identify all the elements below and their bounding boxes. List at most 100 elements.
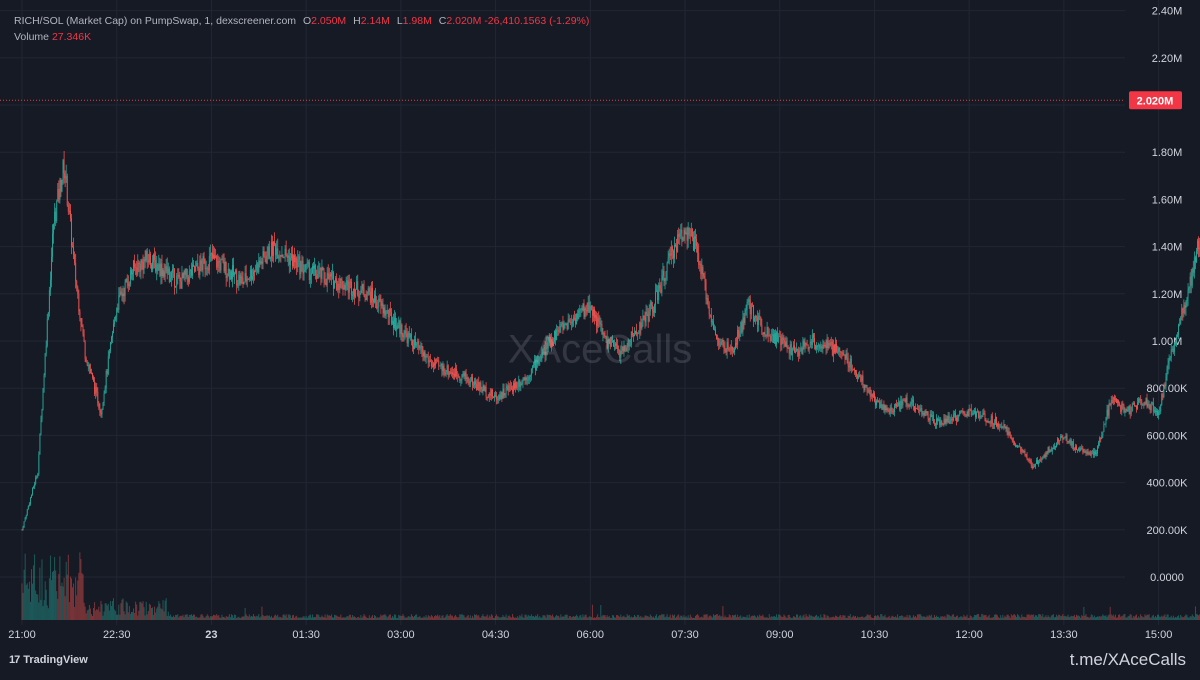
- volume-bar: [1009, 617, 1011, 620]
- candle-body: [425, 356, 427, 358]
- candle-body: [654, 304, 655, 313]
- volume-bar: [1065, 616, 1067, 620]
- volume-bar: [1116, 617, 1117, 620]
- candle-body: [837, 351, 839, 353]
- candle-body: [890, 407, 892, 412]
- candle-body: [118, 295, 120, 310]
- y-tick-label: 1.60M: [1152, 194, 1183, 206]
- candle-body: [842, 352, 844, 356]
- volume-bar: [85, 613, 87, 620]
- legend-volume-label[interactable]: Volume: [14, 31, 50, 43]
- candle-body: [51, 256, 52, 280]
- volume-bar: [1150, 617, 1152, 620]
- volume-bar: [867, 614, 869, 620]
- candle-body: [216, 255, 218, 268]
- candle-body: [704, 277, 706, 283]
- candle-body: [195, 266, 197, 272]
- y-axis: 0.0000200.00K400.00K600.00K800.00K1.00M1…: [1147, 6, 1189, 584]
- candle-body: [778, 336, 780, 342]
- volume-bar: [703, 614, 705, 620]
- volume-bar: [567, 617, 569, 620]
- volume-bar: [647, 616, 649, 620]
- volume-bar: [1104, 615, 1106, 620]
- volume-bar: [1188, 617, 1190, 620]
- candle-body: [237, 284, 239, 286]
- y-tick-label: 200.00K: [1147, 525, 1189, 537]
- volume-bar: [535, 615, 537, 620]
- candle-body: [477, 381, 479, 390]
- candle-body: [513, 383, 514, 392]
- volume-bar: [312, 614, 313, 620]
- volume-bar: [386, 617, 388, 620]
- volume-bar: [54, 557, 56, 620]
- volume-bar: [488, 615, 490, 620]
- volume-bar: [303, 616, 305, 620]
- legend-symbol[interactable]: RICH/SOL (Market Cap) on PumpSwap, 1, de…: [14, 15, 297, 27]
- candle-body: [544, 346, 546, 356]
- volume-bar: [688, 617, 690, 620]
- volume-bar: [675, 617, 676, 620]
- volume-bar: [389, 614, 391, 620]
- candle-body: [120, 291, 122, 294]
- candle-body: [245, 273, 247, 282]
- volume-bar: [1044, 616, 1046, 620]
- volume-bar: [245, 614, 247, 620]
- volume-bar: [772, 616, 774, 620]
- volume-bar: [905, 617, 907, 620]
- candle-body: [788, 348, 790, 354]
- volume-bar: [459, 614, 461, 620]
- candle-body: [436, 359, 438, 361]
- candle-body: [355, 289, 357, 297]
- volume-bar: [979, 616, 981, 620]
- volume-bar: [232, 615, 233, 620]
- candle-body: [705, 282, 707, 300]
- candle-body: [1105, 417, 1107, 424]
- volume-bar: [1108, 614, 1110, 620]
- candle-body: [868, 389, 870, 392]
- candle-body: [489, 393, 491, 396]
- volume-bar: [892, 616, 894, 620]
- volume-bar: [1156, 617, 1157, 620]
- volume-bar: [1033, 616, 1035, 620]
- volume-bar: [301, 617, 303, 620]
- candle-body: [551, 339, 553, 346]
- volume-bar: [425, 615, 427, 620]
- volume-bar: [741, 617, 743, 620]
- volume-bar: [957, 615, 959, 620]
- candle-body: [682, 239, 684, 241]
- candle-body: [627, 341, 629, 348]
- volume-bar: [684, 617, 686, 620]
- candle-body: [827, 340, 829, 349]
- volume-bar: [48, 578, 50, 620]
- volume-bar: [224, 617, 226, 620]
- candle-body: [473, 384, 474, 386]
- candle-body: [364, 295, 366, 299]
- candle-body: [758, 315, 760, 326]
- candle-body: [494, 395, 495, 398]
- candle-body: [596, 314, 598, 327]
- volume-bar: [614, 617, 615, 620]
- candle-body: [903, 399, 905, 401]
- volume-bar: [341, 617, 343, 620]
- candle-body: [41, 409, 43, 420]
- candle-body: [281, 255, 283, 257]
- candle-body: [780, 336, 782, 346]
- candle-body: [678, 234, 680, 237]
- candle-body: [453, 373, 454, 375]
- candle-body: [757, 317, 759, 326]
- volume-bar: [529, 616, 531, 620]
- candle-body: [273, 241, 274, 256]
- candle-body: [656, 290, 658, 292]
- candle-body: [287, 255, 289, 259]
- volume-bar: [1167, 614, 1169, 620]
- volume-bar: [357, 617, 359, 620]
- volume-bar: [659, 615, 661, 620]
- tradingview-logo[interactable]: 17 TradingView: [9, 654, 88, 666]
- volume-bar: [1171, 617, 1173, 620]
- candle-body: [885, 405, 887, 411]
- candle-body: [979, 415, 981, 419]
- candle-body: [310, 272, 312, 276]
- candle-body: [68, 210, 70, 212]
